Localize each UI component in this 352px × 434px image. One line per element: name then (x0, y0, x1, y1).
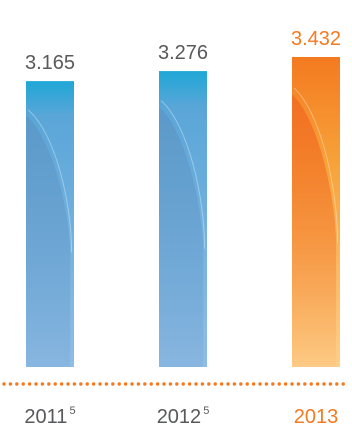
labels-layer: 3.165 2011 5 3.276 2012 5 3.432 2013 (24, 28, 341, 428)
bar-gloss-2013 (293, 87, 339, 244)
bar-2011 (26, 81, 74, 368)
value-label-2013: 3.432 (291, 28, 341, 50)
value-label-2012: 3.276 (158, 42, 208, 64)
bar-gloss-2011 (27, 109, 73, 253)
bar-shade-2013 (292, 94, 337, 367)
bar-2013 (292, 57, 340, 367)
bar-2012 (159, 71, 207, 367)
category-label-2013: 2013 (294, 406, 339, 428)
bar-shade-2012 (159, 106, 204, 367)
value-label-2011: 3.165 (25, 52, 75, 74)
footnote-marker: 5 (69, 405, 75, 417)
category-label-2011: 2011 5 (24, 405, 75, 428)
bar-gloss-2012 (160, 100, 206, 249)
bars-layer (26, 57, 340, 368)
category-label-2012: 2012 5 (157, 405, 210, 428)
baseline-dots (2, 382, 345, 386)
footnote-marker: 5 (203, 405, 209, 417)
bar-shade-2011 (26, 115, 71, 367)
